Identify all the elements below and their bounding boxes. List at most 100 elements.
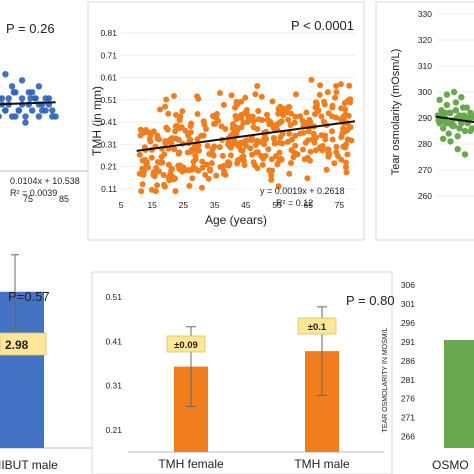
panel-2-data-point — [247, 145, 254, 152]
panel-2-data-point — [318, 113, 325, 120]
panel-2-data-point — [171, 93, 177, 99]
panel-2-data-point — [288, 160, 294, 166]
panel-2-data-point — [345, 112, 352, 119]
panel-2-data-point — [194, 136, 201, 143]
panel-2-data-point — [215, 117, 222, 124]
panel-2-data-point — [221, 162, 228, 169]
panel-2-data-point — [161, 151, 168, 158]
panel-2-data-point — [297, 130, 304, 137]
panel-2-data-point — [160, 172, 167, 178]
panel-3-data-point — [440, 135, 447, 142]
panel-2-data-point — [342, 144, 349, 151]
panel-6-y-tick-label: 276 — [401, 394, 415, 404]
panel-2-data-point — [176, 149, 183, 156]
panel-2-data-point — [249, 113, 256, 120]
panel-2-data-point — [238, 115, 245, 121]
panel-2-data-point — [275, 105, 282, 112]
panel-2-data-point — [145, 129, 152, 136]
panel-2-data-point — [307, 148, 314, 155]
panel-2-data-point — [272, 153, 279, 160]
panel-3-data-point — [440, 125, 447, 132]
panel-2-y-axis-label: TMH (in mm) — [90, 86, 104, 156]
panel-2-data-point — [266, 121, 273, 128]
panel-6-bar: 266 271 276 281 286 291 296 301 306 TEAR OSMOLAR… — [382, 280, 474, 472]
panel-1-data-point — [8, 83, 16, 90]
panel-2-data-point — [239, 147, 246, 154]
panel-2-x-tick-label: 55 — [272, 200, 282, 210]
panel-1-data-point — [18, 95, 26, 102]
panel-2-data-point — [233, 124, 239, 131]
panel-3-y-axis-label: Tear osmolarity (mOsm/L) — [390, 49, 402, 176]
panel-2-data-point — [303, 109, 310, 116]
panel-2-data-point — [189, 175, 196, 182]
panel-2-data-point — [277, 134, 284, 141]
panel-1-data-point — [52, 113, 59, 120]
panel-2-data-point — [319, 147, 326, 154]
panel-5-frame — [91, 271, 393, 474]
panel-2-y-tick-label: 0.11 — [101, 184, 117, 194]
panel-2-data-point — [285, 116, 292, 123]
panel-5-y-ticks: 0.21 0.31 0.41 0.51 — [105, 292, 122, 435]
panel-2-data-point — [232, 104, 239, 111]
panel-2-data-point — [275, 183, 282, 190]
panel-3-data-point — [443, 91, 451, 98]
panel-2-data-point — [190, 158, 197, 165]
panel-2-data-point — [331, 160, 338, 167]
panel-2-data-point — [234, 160, 241, 167]
panel-2-data-point — [203, 161, 210, 168]
panel-2-data-point — [316, 91, 323, 98]
panel-2-data-point — [172, 188, 179, 195]
panel-3-data-point — [447, 138, 454, 145]
panel-2-data-point — [305, 128, 312, 135]
panel-2-data-point — [203, 126, 209, 132]
panel-2-data-point — [347, 124, 354, 131]
panel-2-data-point — [337, 81, 344, 88]
panel-5-y-tick-label: 0.41 — [105, 336, 122, 346]
panel-2-data-point — [338, 134, 345, 140]
panel-4-x-category: IIBUT male — [0, 458, 58, 472]
panel-3-data-point — [454, 133, 461, 140]
panel-2-data-point — [208, 160, 215, 167]
panel-4-bar — [0, 291, 44, 448]
panel-1-data-point — [5, 95, 12, 102]
panel-2-frame — [87, 1, 365, 241]
panel-2-data-point — [321, 98, 328, 105]
panel-2-data-point — [258, 152, 265, 159]
panel-3-data-point — [461, 151, 469, 158]
panel-2-data-point — [148, 154, 155, 161]
panel-3-y-tick-label: 300 — [418, 87, 432, 97]
panel-2-data-point — [280, 106, 287, 112]
panel-2-data-point — [240, 153, 247, 160]
panel-2-data-point — [348, 137, 355, 144]
panel-2-data-point — [343, 164, 349, 171]
panel-2-data-point — [344, 151, 351, 158]
panel-2-data-point — [297, 113, 304, 120]
panel-2-r2: R² = 0.12 — [276, 198, 313, 208]
panel-2-data-point — [180, 164, 187, 171]
panel-1-data-point — [42, 95, 49, 102]
panel-3-data-point — [436, 96, 443, 104]
panel-2-data-point — [154, 159, 161, 165]
panel-2-data-point — [293, 91, 299, 98]
panel-6-x-category: OSMO — [432, 458, 469, 472]
panel-2-data-point — [244, 119, 251, 125]
panel-1-x-tick-label: 85 — [59, 194, 69, 204]
panel-6-y-axis-label: TEAR OSMOLARITY IN MOSM/L — [382, 327, 389, 432]
panel-2-data-point — [155, 168, 162, 175]
panel-2-data-point — [139, 181, 146, 188]
panel-2-data-point — [188, 120, 195, 127]
panel-2-data-point — [225, 162, 232, 169]
panel-5-bar: 0.21 0.31 0.41 0.51 ±0.09 TMH female ±0.1 TMH … — [91, 271, 395, 474]
panel-2-data-point — [192, 152, 199, 159]
panel-6-bar — [444, 339, 474, 448]
panel-2-data-point — [207, 167, 214, 174]
panel-2-data-point — [343, 169, 350, 176]
panel-2-data-point — [171, 146, 178, 153]
panel-6-y-tick-label: 291 — [401, 337, 415, 347]
panel-3-data-point — [452, 107, 460, 114]
panel-2-data-point — [340, 125, 347, 132]
panel-2-data-point — [233, 98, 240, 105]
panel-1-data-point — [2, 107, 9, 114]
panel-1-data-point — [49, 107, 56, 114]
panel-2-data-point — [150, 169, 157, 176]
